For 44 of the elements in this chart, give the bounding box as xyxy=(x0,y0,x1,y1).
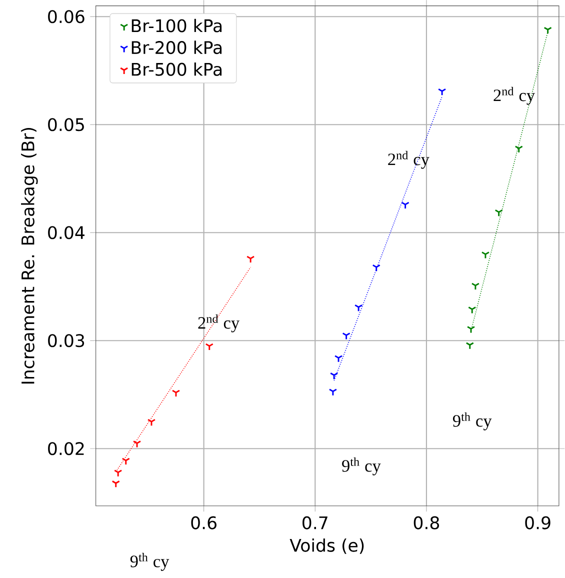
annotation: 9$^{th}$ cy xyxy=(342,457,381,476)
point xyxy=(372,264,381,272)
y-tick-label: 0.03 xyxy=(48,334,84,348)
legend-label: Br-200 kPa xyxy=(132,40,222,54)
point xyxy=(334,355,343,363)
x-tick-label: 0.9 xyxy=(525,516,550,530)
point xyxy=(544,26,552,34)
legend-label: Br-100 kPa xyxy=(132,18,222,32)
point xyxy=(354,304,363,312)
x-tick-label: 0.8 xyxy=(414,516,440,530)
annotation: 2$^{nd}$ cy xyxy=(388,150,430,169)
point xyxy=(342,332,351,340)
x-tick-label: 0.6 xyxy=(191,516,217,530)
point xyxy=(122,458,130,466)
point xyxy=(514,146,524,154)
y-tick-label: 0.06 xyxy=(48,10,84,24)
point xyxy=(330,372,338,380)
point xyxy=(328,388,338,396)
annotation: 2$^{nd}$ cy xyxy=(198,314,240,332)
y-tick-label: 0.05 xyxy=(48,118,84,132)
point xyxy=(468,306,476,314)
x-axis-title: Voids (e) xyxy=(290,538,364,554)
point xyxy=(466,342,474,350)
x-tick-label: 0.7 xyxy=(302,516,328,530)
y-tick-label: 0.04 xyxy=(48,226,85,240)
point xyxy=(132,440,142,448)
point xyxy=(438,88,446,96)
point xyxy=(147,418,156,426)
point xyxy=(246,256,255,264)
point xyxy=(466,326,476,334)
annotation: 9$^{th}$ cy xyxy=(453,412,492,430)
y-axis-title: Increament Re. Breakage (Br) xyxy=(21,128,38,384)
point xyxy=(471,282,480,290)
point xyxy=(112,480,120,488)
legend-label: Br-500 kPa xyxy=(132,62,222,76)
annotation: 2$^{nd}$ cy xyxy=(494,86,536,105)
point xyxy=(481,251,490,259)
text: 9$^{th}$ cy xyxy=(130,552,170,571)
point xyxy=(205,343,214,351)
point xyxy=(401,202,410,210)
point xyxy=(494,209,504,217)
point xyxy=(172,390,180,398)
y-tick-label: 0.02 xyxy=(48,442,84,456)
point xyxy=(114,470,122,478)
